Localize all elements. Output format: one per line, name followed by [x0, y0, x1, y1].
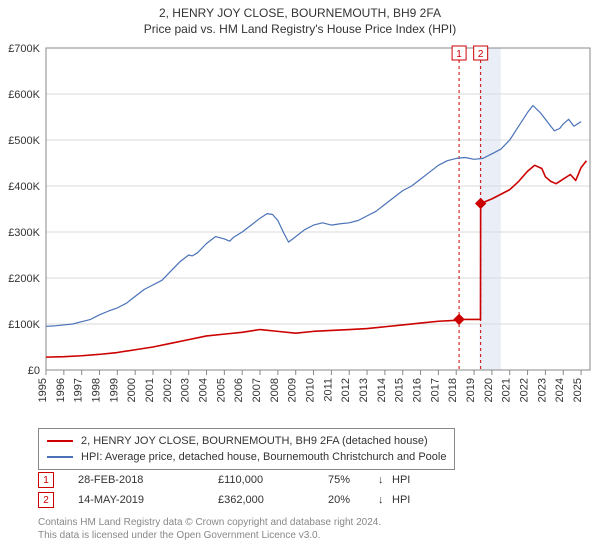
- event-date: 28-FEB-2018: [78, 474, 218, 486]
- legend-swatch: [47, 456, 73, 458]
- svg-text:2012: 2012: [340, 378, 352, 402]
- svg-text:1995: 1995: [37, 378, 49, 402]
- event-row: 2 14-MAY-2019 £362,000 20% ↓ HPI: [38, 490, 432, 510]
- svg-text:1998: 1998: [91, 378, 103, 402]
- svg-text:£400K: £400K: [8, 181, 40, 193]
- svg-text:1: 1: [456, 49, 462, 60]
- svg-text:2013: 2013: [358, 378, 370, 402]
- svg-text:2007: 2007: [251, 378, 263, 402]
- svg-text:2025: 2025: [572, 378, 584, 402]
- event-marker-icon: 2: [38, 492, 54, 508]
- svg-text:£200K: £200K: [8, 273, 40, 285]
- events-table: 1 28-FEB-2018 £110,000 75% ↓ HPI 2 14-MA…: [38, 470, 432, 510]
- svg-text:2021: 2021: [501, 378, 513, 402]
- legend-label: 2, HENRY JOY CLOSE, BOURNEMOUTH, BH9 2FA…: [81, 435, 428, 447]
- svg-text:£300K: £300K: [8, 227, 40, 239]
- legend-row: 2, HENRY JOY CLOSE, BOURNEMOUTH, BH9 2FA…: [47, 433, 446, 449]
- event-date: 14-MAY-2019: [78, 494, 218, 506]
- legend-swatch: [47, 440, 73, 442]
- chart-subtitle: Price paid vs. HM Land Registry's House …: [0, 22, 600, 36]
- svg-text:2005: 2005: [215, 378, 227, 402]
- event-pct: 20%: [328, 494, 378, 506]
- svg-text:2002: 2002: [162, 378, 174, 402]
- down-arrow-icon: ↓: [378, 494, 392, 506]
- event-marker-icon: 1: [38, 472, 54, 488]
- svg-text:2011: 2011: [322, 378, 334, 402]
- svg-text:2023: 2023: [536, 378, 548, 402]
- event-price: £362,000: [218, 494, 328, 506]
- svg-text:2015: 2015: [394, 378, 406, 402]
- svg-text:2008: 2008: [269, 378, 281, 402]
- legend-label: HPI: Average price, detached house, Bour…: [81, 451, 446, 463]
- svg-text:2004: 2004: [198, 378, 210, 402]
- event-comp: HPI: [392, 494, 432, 506]
- event-row: 1 28-FEB-2018 £110,000 75% ↓ HPI: [38, 470, 432, 490]
- svg-text:2001: 2001: [144, 378, 156, 402]
- footer-line: Contains HM Land Registry data © Crown c…: [38, 516, 381, 529]
- svg-text:1997: 1997: [73, 378, 85, 402]
- svg-text:£600K: £600K: [8, 89, 40, 101]
- svg-text:2018: 2018: [447, 378, 459, 402]
- svg-text:2014: 2014: [376, 378, 388, 402]
- svg-text:£0: £0: [28, 365, 40, 377]
- svg-text:£700K: £700K: [8, 43, 40, 55]
- event-comp: HPI: [392, 474, 432, 486]
- footer: Contains HM Land Registry data © Crown c…: [38, 516, 381, 542]
- chart-area: £0 £100K £200K £300K £400K £500K £600K £700K 199…: [0, 42, 600, 420]
- svg-text:2000: 2000: [126, 378, 138, 402]
- event-price: £110,000: [218, 474, 328, 486]
- down-arrow-icon: ↓: [378, 474, 392, 486]
- svg-text:2024: 2024: [554, 378, 566, 402]
- event-pct: 75%: [328, 474, 378, 486]
- legend: 2, HENRY JOY CLOSE, BOURNEMOUTH, BH9 2FA…: [38, 428, 455, 470]
- chart-title: 2, HENRY JOY CLOSE, BOURNEMOUTH, BH9 2FA: [0, 6, 600, 20]
- svg-text:2009: 2009: [287, 378, 299, 402]
- svg-text:2016: 2016: [412, 378, 424, 402]
- svg-text:1996: 1996: [55, 378, 67, 402]
- svg-text:2017: 2017: [429, 378, 441, 402]
- svg-text:2020: 2020: [483, 378, 495, 402]
- svg-text:2: 2: [478, 49, 484, 60]
- svg-text:£100K: £100K: [8, 319, 40, 331]
- svg-text:2003: 2003: [180, 378, 192, 402]
- footer-line: This data is licensed under the Open Gov…: [38, 529, 381, 542]
- legend-row: HPI: Average price, detached house, Bour…: [47, 449, 446, 465]
- svg-text:2022: 2022: [519, 378, 531, 402]
- svg-text:2019: 2019: [465, 378, 477, 402]
- svg-text:1999: 1999: [108, 378, 120, 402]
- svg-text:2010: 2010: [305, 378, 317, 402]
- svg-text:2006: 2006: [233, 378, 245, 402]
- svg-text:£500K: £500K: [8, 135, 40, 147]
